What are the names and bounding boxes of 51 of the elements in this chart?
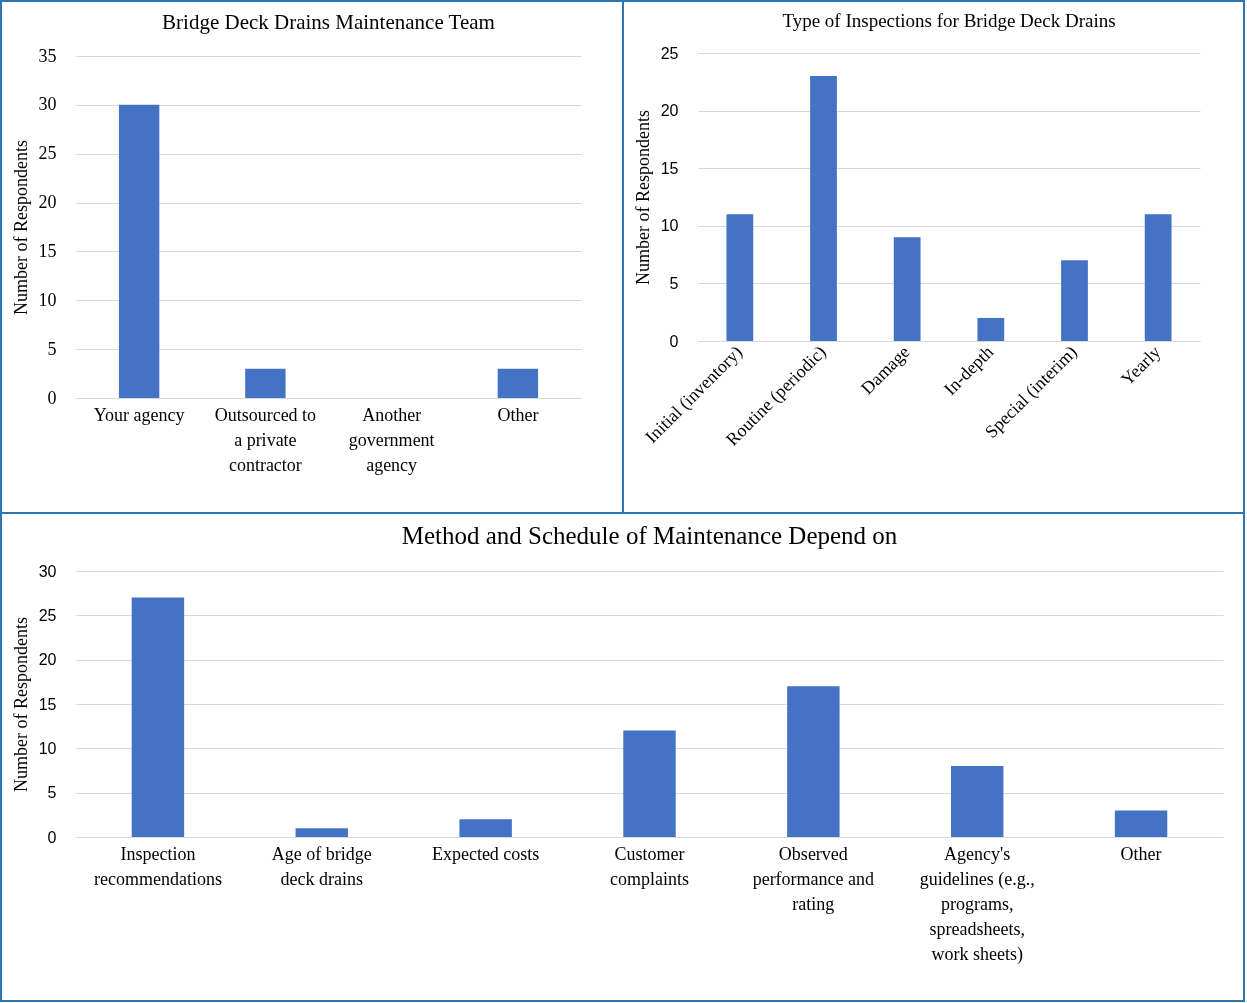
- chart-title: Type of Inspections for Bridge Deck Drains: [782, 10, 1116, 31]
- y-axis-title: Number of Respondents: [10, 140, 31, 315]
- chart-title: Bridge Deck Drains Maintenance Team: [162, 10, 495, 34]
- y-tick-label: 30: [38, 94, 57, 115]
- x-tick-label: Other: [497, 404, 539, 425]
- bar: [1114, 810, 1168, 837]
- y-tick-label: 10: [660, 217, 679, 235]
- y-tick-label: 25: [38, 143, 57, 164]
- y-tick-label: 25: [38, 606, 57, 624]
- y-axis-title: Number of Respondents: [10, 617, 31, 792]
- x-tick-label: Outsourced to a private contractor: [214, 404, 317, 475]
- y-tick-label: 15: [660, 159, 679, 177]
- x-tick-label: Observed performance and rating: [752, 843, 875, 914]
- y-tick-label: 25: [660, 44, 679, 62]
- y-tick-label: 20: [38, 192, 57, 213]
- y-tick-label: 15: [38, 695, 57, 713]
- y-tick-label: 15: [38, 240, 57, 261]
- y-tick-label: 5: [47, 784, 57, 802]
- bar: [1144, 214, 1172, 341]
- y-tick-label: 20: [660, 102, 679, 120]
- bar: [1061, 260, 1088, 341]
- x-tick-label: Your agency: [93, 404, 185, 425]
- y-tick-label: 0: [47, 387, 57, 408]
- y-tick-label: 0: [47, 828, 57, 846]
- y-tick-label: 10: [38, 739, 57, 757]
- bar: [787, 686, 840, 837]
- bar: [893, 237, 921, 341]
- y-tick-label: 5: [669, 274, 679, 292]
- x-tick-label: Inspection recommendations: [93, 843, 222, 889]
- y-tick-label: 0: [669, 332, 679, 350]
- y-tick-label: 30: [38, 562, 57, 580]
- bar: [295, 828, 348, 837]
- x-tick-label: Expected costs: [431, 843, 540, 864]
- x-tick-label: Age of bridge deck drains: [271, 843, 372, 889]
- y-tick-label: 35: [38, 45, 57, 66]
- bar: [977, 317, 1005, 341]
- bar: [131, 597, 185, 837]
- bar: [951, 766, 1004, 837]
- x-tick-label: Agency's guidelines (e.g., programs, spreadsheets, work sheets): [919, 843, 1035, 965]
- y-tick-label: 20: [38, 651, 57, 669]
- y-tick-label: 10: [38, 289, 57, 310]
- y-axis-title: Number of Respondents: [632, 110, 653, 285]
- chart-title: Method and Schedule of Maintenance Depend on: [401, 522, 898, 549]
- bar: [623, 730, 676, 837]
- bar: [459, 819, 512, 837]
- x-tick-label: Customer complaints: [610, 843, 689, 889]
- bar: [726, 214, 754, 341]
- y-tick-label: 5: [47, 338, 57, 359]
- x-tick-label: Other: [1120, 843, 1162, 864]
- x-tick-label: Another government agency: [348, 404, 435, 475]
- bar: [810, 76, 837, 341]
